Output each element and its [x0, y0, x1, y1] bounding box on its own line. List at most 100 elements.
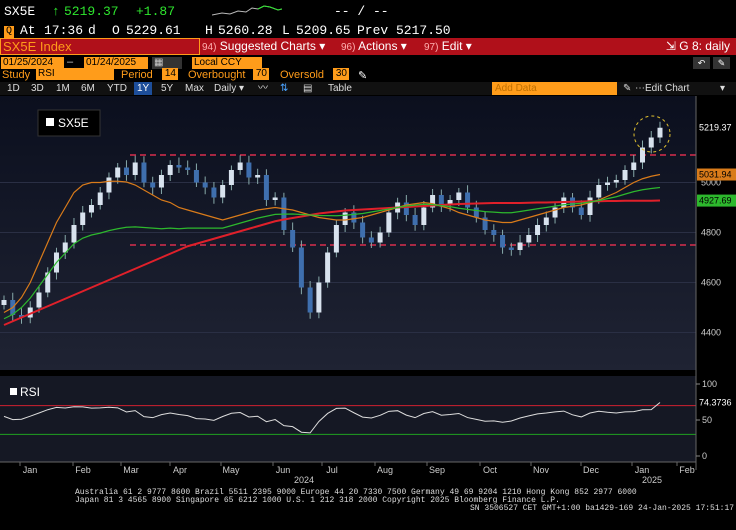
period-bar: 1D 3D 1M 6M YTD 1Y 5Y Max Daily ▾ 〰 ⇅ ▤ …: [0, 82, 736, 95]
table-button[interactable]: Table: [328, 83, 352, 94]
function-toolbar: SX5E Index 94) Suggested Charts ▾ 96) Ac…: [0, 38, 736, 55]
candle-body: [246, 162, 252, 178]
ma-long-tag: 4927.69: [699, 196, 732, 206]
grid: [0, 182, 696, 333]
candle-body: [526, 235, 532, 243]
year-label: 2025: [642, 475, 662, 485]
candle-body: [272, 197, 278, 200]
candle-body: [27, 307, 33, 318]
last-price-tag: 5219.37: [699, 123, 732, 133]
security-field[interactable]: SX5E Index: [0, 38, 200, 55]
actions-menu[interactable]: 96) Actions ▾: [341, 38, 407, 55]
rsi-tick-label: 100: [702, 379, 717, 389]
settings-icon[interactable]: ✎: [713, 57, 730, 69]
end-date-input[interactable]: 01/24/2025: [84, 57, 148, 69]
last-price-tag-bg: [697, 121, 736, 134]
period-max[interactable]: Max: [185, 83, 204, 94]
candle-body: [325, 252, 331, 283]
price-change: +1.87: [136, 4, 176, 19]
footer-line1: Australia 61 2 9777 8600 Brazil 5511 239…: [75, 488, 637, 497]
up-arrow-icon: ↑: [52, 4, 60, 19]
candle-body: [1, 300, 7, 305]
period-1m[interactable]: 1M: [56, 83, 70, 94]
candle-body: [237, 162, 243, 170]
start-date-input[interactable]: 01/25/2024: [1, 57, 64, 69]
frequency-select[interactable]: Daily ▾: [214, 83, 245, 94]
x-tick-label: Apr: [173, 465, 187, 475]
candle-body: [167, 165, 173, 175]
candle-body: [176, 165, 182, 168]
ma-mid-line: [3, 186, 661, 320]
pencil-icon[interactable]: ✎: [358, 70, 368, 82]
period-ytd[interactable]: YTD: [107, 83, 127, 94]
candle-body: [202, 182, 208, 188]
candle-body: [631, 162, 637, 170]
candle-body: [220, 185, 226, 198]
candle-body: [333, 225, 339, 253]
support-resistance-lines: [130, 154, 696, 246]
sparkline-icon: [212, 5, 282, 16]
price-tick-label: 4800: [701, 228, 721, 238]
window-label[interactable]: ⇲ G 8: daily: [665, 39, 730, 53]
collapse-icon[interactable]: ▾: [720, 83, 726, 94]
ma-short-line: [3, 173, 661, 314]
table-icon[interactable]: ▤: [303, 83, 313, 94]
prev-label: Prev: [357, 23, 389, 38]
candle-body: [578, 207, 584, 215]
edit-chart-button[interactable]: ⋯ Edit Chart: [635, 83, 690, 94]
footer-line2: Japan 81 3 4565 8900 Singapore 65 6212 1…: [75, 496, 560, 505]
period-6m[interactable]: 6M: [81, 83, 95, 94]
edit-menu[interactable]: 97) Edit ▾: [424, 38, 472, 55]
candle-body: [255, 175, 261, 178]
chart-type-line-icon[interactable]: 〰: [258, 83, 268, 94]
candle-body: [71, 225, 77, 243]
period-1y[interactable]: 1Y: [134, 82, 153, 95]
candle-body: [403, 202, 409, 215]
candle-body: [263, 175, 269, 200]
draw-tools-icon[interactable]: ✎: [623, 83, 632, 94]
price-chart[interactable]: 4400 4600 4800 5000 5219.37 5031.94 4927.69 0 50…: [0, 95, 736, 530]
currency-select[interactable]: Local CCY: [192, 57, 262, 69]
overbought-input[interactable]: 70: [253, 68, 269, 80]
period-1d[interactable]: 1D: [7, 83, 20, 94]
legend-swatch: [46, 118, 54, 126]
oversold-label: Oversold: [280, 69, 325, 81]
period-input[interactable]: 14: [162, 68, 178, 80]
chart-type-candle-icon[interactable]: ⇅: [280, 83, 289, 94]
period-3d[interactable]: 3D: [31, 83, 44, 94]
period-label: Period: [121, 69, 153, 81]
x-tick-label: Feb: [679, 465, 695, 475]
date-range-bar: 01/25/2024 – 01/24/2025 ▦ Local CCY ↶ ✎: [0, 56, 736, 70]
oversold-input[interactable]: 30: [333, 68, 349, 80]
ticker-bar: SX5E ↑ 5219.37 +1.87 -- / --: [0, 0, 736, 20]
calendar-icon[interactable]: ▦: [152, 57, 182, 69]
candle-body: [438, 195, 444, 205]
axes: 4400 4600 4800 5000 5219.37 5031.94 4927.69 0 50…: [0, 96, 736, 485]
x-tick-label: Dec: [583, 465, 600, 475]
candle-body: [123, 167, 129, 175]
low-value: 5209.65: [296, 23, 351, 38]
candle-body: [587, 197, 593, 215]
candle-body: [342, 212, 348, 225]
study-select[interactable]: RSI: [36, 68, 114, 80]
x-tick-label: Feb: [75, 465, 91, 475]
candle-body: [517, 242, 523, 250]
candle-body: [36, 292, 42, 308]
candle-body: [430, 195, 436, 208]
candle-body: [316, 282, 322, 313]
undo-icon[interactable]: ↶: [693, 57, 710, 69]
candle-body: [97, 192, 103, 205]
x-tick-label: Nov: [533, 465, 550, 475]
candle-body: [543, 217, 549, 225]
period-5y[interactable]: 5Y: [161, 83, 174, 94]
suggested-charts-menu[interactable]: 94) Suggested Charts ▾: [202, 38, 326, 55]
ma-short-tag: 5031.94: [699, 170, 732, 180]
add-data-input[interactable]: Add Data: [492, 82, 617, 95]
candle-body: [290, 230, 296, 248]
candle-body: [141, 162, 147, 183]
year-label: 2024: [294, 475, 314, 485]
candle-body: [648, 137, 654, 148]
candle-body: [211, 187, 217, 198]
prev-value: 5217.50: [396, 23, 451, 38]
study-bar: Study RSI Period 14 Overbought 70 Overso…: [0, 68, 736, 82]
